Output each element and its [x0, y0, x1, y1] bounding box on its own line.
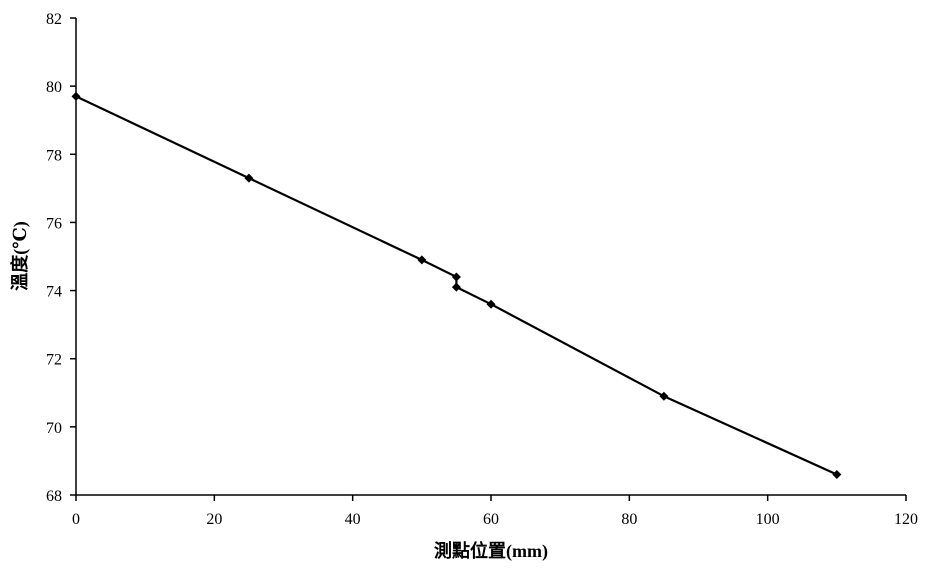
- x-tick-label: 100: [756, 511, 780, 528]
- x-tick-label: 60: [483, 511, 499, 528]
- data-point-marker: [244, 173, 254, 183]
- x-tick-label: 20: [206, 511, 222, 528]
- y-tick-label: 78: [46, 147, 62, 164]
- y-tick-label: 76: [46, 215, 62, 232]
- y-tick-label: 82: [46, 11, 62, 28]
- x-tick-label: 80: [621, 511, 637, 528]
- series-line: [75, 95, 838, 476]
- x-tick-label: 40: [345, 511, 361, 528]
- x-axis-title: 測點位置(mm): [434, 540, 548, 562]
- y-tick-label: 74: [46, 284, 62, 301]
- data-point-marker: [417, 255, 427, 265]
- data-point-marker: [71, 91, 81, 101]
- y-tick-label: 68: [46, 488, 62, 505]
- data-point-marker: [451, 282, 461, 292]
- data-point-marker: [486, 299, 496, 309]
- x-tick-label: 0: [72, 511, 80, 528]
- ticks: 0 20 40 60 80 100 120 68 70 72 74 76 78 80 82: [46, 11, 918, 528]
- data-point-marker: [659, 391, 669, 401]
- data-point-marker: [451, 272, 461, 282]
- data-point-marker: [832, 470, 842, 480]
- y-tick-label: 80: [46, 79, 62, 96]
- y-axis-title: 溫度(℃): [9, 221, 31, 291]
- x-tick-label: 120: [894, 511, 918, 528]
- series-layer: [71, 91, 842, 480]
- axes: [75, 18, 906, 496]
- y-tick-label: 72: [46, 352, 62, 369]
- y-tick-label: 70: [46, 420, 62, 437]
